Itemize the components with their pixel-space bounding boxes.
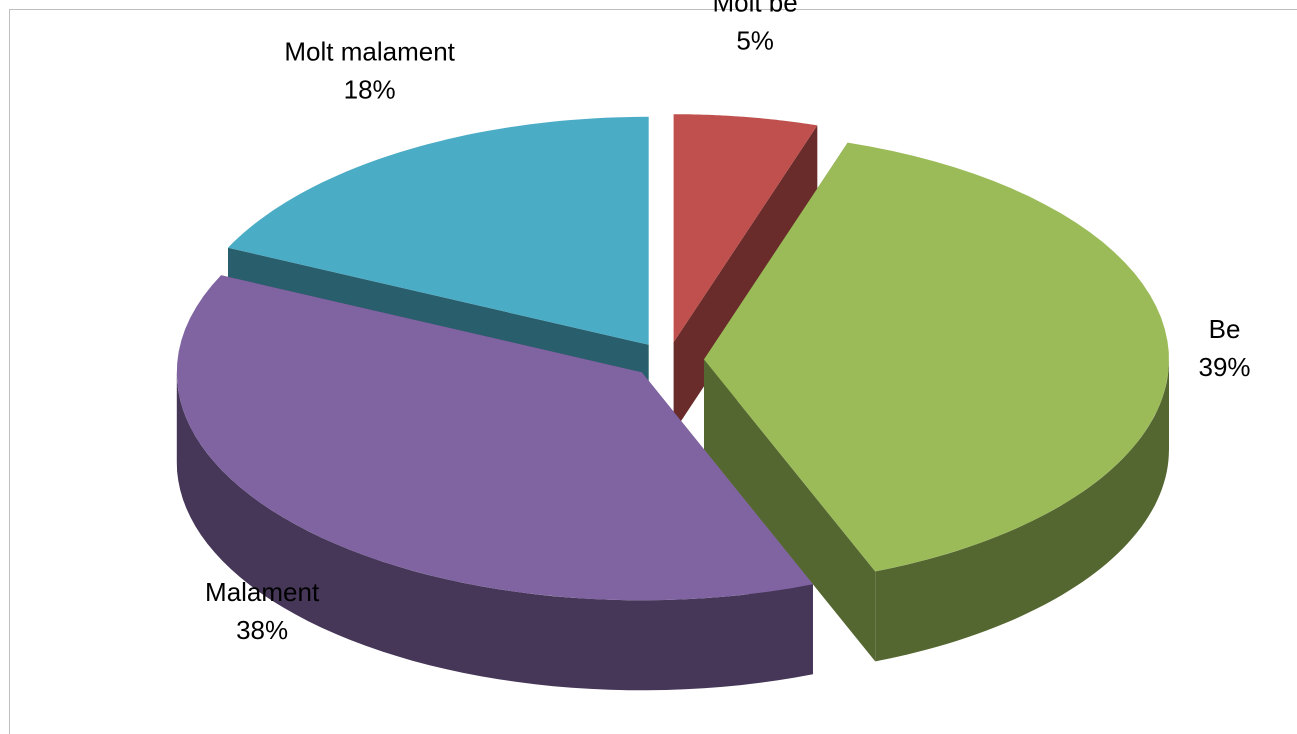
slice-side xyxy=(704,359,876,662)
slice xyxy=(176,275,813,601)
slice-value-label: 18% xyxy=(344,74,396,104)
slice-label: Molt malament xyxy=(284,36,455,66)
slice xyxy=(228,116,649,345)
slice-wall xyxy=(875,359,1169,662)
slice-label: Malament xyxy=(205,577,320,607)
slice-label: Be xyxy=(1209,314,1241,344)
slice xyxy=(704,142,1169,572)
slice xyxy=(673,114,818,343)
slice-group xyxy=(176,275,813,691)
slice-value-label: 39% xyxy=(1199,352,1251,382)
slice-label: Molt be xyxy=(712,0,797,17)
slice-group xyxy=(704,142,1169,662)
slice-wall xyxy=(176,372,813,691)
slice-value-label: 5% xyxy=(736,25,774,55)
slice-value-label: 38% xyxy=(236,615,288,645)
